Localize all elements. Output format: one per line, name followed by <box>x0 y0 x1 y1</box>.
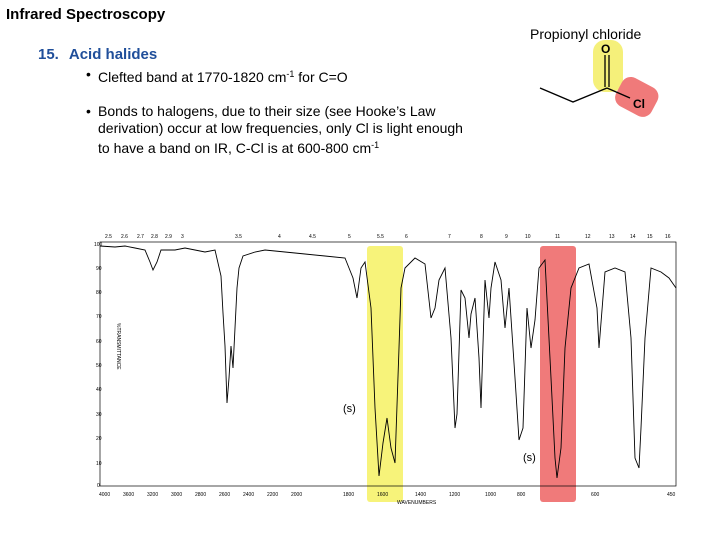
chlorine-atom: Cl <box>633 97 645 111</box>
bottom-tick-label: 450 <box>667 492 676 498</box>
bullet-dot: • <box>86 66 91 82</box>
top-tick-label: 7 <box>448 234 451 240</box>
ir-spectrum: 2.5 2.6 2.7 2.8 2.9 3 3.5 4 4.5 5 5.5 6 … <box>94 234 677 506</box>
top-tick-label: 16 <box>665 234 671 240</box>
top-tick-label: 2.8 <box>151 234 158 240</box>
top-tick-label: 10 <box>525 234 531 240</box>
left-tick-label: 70 <box>96 314 102 320</box>
top-tick-label: 2.9 <box>165 234 172 240</box>
top-tick-label: 5.5 <box>377 234 384 240</box>
left-tick-label: 10 <box>96 461 102 467</box>
bullet-carbonyl-band: • Clefted band at 1770-1820 cm-1 for C=O <box>86 66 418 86</box>
molecule-name: Propionyl chloride <box>530 26 642 42</box>
left-tick-label: 100 <box>94 242 103 248</box>
top-tick-label: 11 <box>555 234 560 240</box>
bottom-tick-label: 1200 <box>449 492 460 498</box>
bottom-tick-label: 3200 <box>147 492 158 498</box>
bullet-halogen-bonds: • Bonds to halogens, due to their size (s… <box>86 103 468 157</box>
top-axis: 2.5 2.6 2.7 2.8 2.9 3 3.5 4 4.5 5 5.5 6 … <box>105 234 671 240</box>
bottom-tick-label: 1000 <box>485 492 496 498</box>
top-tick-label: 8 <box>480 234 483 240</box>
top-tick-label: 15 <box>647 234 653 240</box>
top-tick-label: 2.7 <box>137 234 144 240</box>
bottom-tick-label: 1400 <box>415 492 426 498</box>
bottom-tick-label: 3600 <box>123 492 134 498</box>
top-tick-label: 2.6 <box>121 234 128 240</box>
top-tick-label: 12 <box>585 234 591 240</box>
top-tick-label: 9 <box>505 234 508 240</box>
c-cl-bond <box>606 87 631 99</box>
top-tick-label: 5 <box>348 234 351 240</box>
oxygen-highlight <box>593 40 623 92</box>
bottom-tick-label: 2800 <box>195 492 206 498</box>
slide-title: Infrared Spectroscopy <box>6 6 166 23</box>
top-tick-label: 3.5 <box>235 234 242 240</box>
left-tick-label: 50 <box>96 363 102 369</box>
chlorine-highlight <box>615 76 659 117</box>
bottom-tick-label: 2200 <box>267 492 278 498</box>
left-tick-label: 20 <box>96 436 102 442</box>
bullet-text: Bonds to halogens, due to their size (se… <box>98 103 463 156</box>
bottom-tick-label: 800 <box>517 492 526 498</box>
bottom-tick-label: 4000 <box>99 492 110 498</box>
spectrum-trace <box>99 245 677 479</box>
bottom-tick-label: 2600 <box>219 492 230 498</box>
left-tick-label: 0 <box>97 483 100 489</box>
carbonyl-band-label: (s) <box>343 403 356 415</box>
section-title: Acid halides <box>68 46 158 63</box>
section-number: 15. <box>38 46 59 63</box>
bullet-superscript: -1 <box>371 140 380 150</box>
carbon-chain <box>539 87 608 103</box>
bullet-dot: • <box>86 103 91 119</box>
bottom-tick-label: 2000 <box>291 492 302 498</box>
bottom-tick-label: 600 <box>591 492 600 498</box>
bottom-axis: 4000 3600 3200 3000 2800 2600 2400 2200 … <box>99 492 676 498</box>
molecule-structure: O Cl <box>539 40 659 117</box>
section-heading: 15. Acid halides <box>38 46 157 63</box>
wavenumbers-label: WAVENUMBERS <box>397 500 437 506</box>
left-axis: 100 90 80 70 60 50 40 30 20 10 0 <box>94 242 103 489</box>
top-tick-label: 2.5 <box>105 234 112 240</box>
bullet-superscript: -1 <box>286 69 295 79</box>
bottom-tick-label: 1800 <box>343 492 354 498</box>
bullet-text-end: for C=O <box>294 69 348 85</box>
left-tick-label: 40 <box>96 387 102 393</box>
bottom-tick-label: 3000 <box>171 492 182 498</box>
carbonyl-band-highlight <box>367 246 403 502</box>
left-tick-label: 30 <box>96 412 102 418</box>
oxygen-atom: O <box>601 42 610 56</box>
ccl-band-label: (s) <box>523 452 536 464</box>
top-tick-label: 4.5 <box>309 234 316 240</box>
top-tick-label: 13 <box>609 234 615 240</box>
top-tick-label: 14 <box>630 234 636 240</box>
transmittance-label: %TRANSMITTANCE <box>115 323 121 370</box>
ccl-band-highlight <box>540 246 576 502</box>
top-tick-label: 4 <box>278 234 281 240</box>
top-tick-label: 6 <box>405 234 408 240</box>
bottom-tick-label: 2400 <box>243 492 254 498</box>
left-tick-label: 90 <box>96 266 102 272</box>
left-tick-label: 60 <box>96 339 102 345</box>
bullet-text: Clefted band at 1770-1820 cm <box>98 69 287 85</box>
plot-frame <box>99 241 677 487</box>
top-tick-label: 3 <box>181 234 184 240</box>
left-tick-label: 80 <box>96 290 102 296</box>
bottom-tick-label: 1600 <box>377 492 388 498</box>
